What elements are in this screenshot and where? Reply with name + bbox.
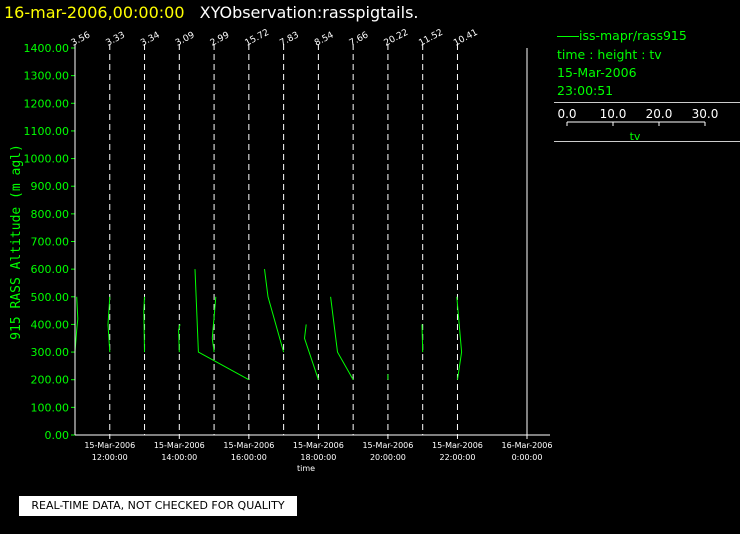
legend-scale-tick-label: 20.0 — [646, 107, 673, 121]
y-tick-label: 1400.00 — [24, 42, 70, 55]
legend-mapping: time : height : tv — [557, 47, 662, 62]
title-observation: XYObservation:rasspigtails. — [199, 3, 419, 22]
x-tick-date: 15-Mar-2006 — [362, 441, 413, 450]
profile-trace — [264, 269, 285, 353]
x-tick-date: 15-Mar-2006 — [154, 441, 205, 450]
profile-trace — [74, 296, 79, 353]
x-tick-time: 16:00:00 — [231, 453, 267, 462]
quality-note: REAL-TIME DATA, NOT CHECKED FOR QUALITY — [19, 496, 297, 516]
x-tick-date: 16-Mar-2006 — [502, 441, 553, 450]
y-tick-label: 1000.00 — [24, 153, 70, 166]
profile-label: 3.56 — [70, 30, 93, 48]
y-tick-label: 700.00 — [31, 236, 70, 249]
profile-trace — [107, 296, 111, 353]
profile-label: 10.41 — [452, 28, 479, 49]
legend-scale-tick-label: 10.0 — [600, 107, 627, 121]
y-tick-label: 900.00 — [31, 180, 70, 193]
x-tick-time: 12:00:00 — [92, 453, 128, 462]
profile-trace — [456, 296, 463, 380]
legend-divider-bottom — [554, 141, 740, 142]
x-tick-time: 22:00:00 — [439, 453, 475, 462]
legend-scale: 0.0 10.0 20.0 30.0 tv — [557, 107, 719, 143]
x-tick-date: 15-Mar-2006 — [84, 441, 135, 450]
x-tick-time: 18:00:00 — [300, 453, 336, 462]
y-tick-label: 400.00 — [31, 318, 70, 331]
profile-label: 8.54 — [313, 30, 336, 48]
legend-scale-tick-label: 30.0 — [692, 107, 719, 121]
y-tick-label: 600.00 — [31, 263, 70, 276]
legend-time: 23:00:51 — [557, 83, 614, 98]
profile-trace — [303, 324, 319, 380]
profile-trace — [194, 269, 250, 381]
x-tick-time: 14:00:00 — [161, 453, 197, 462]
x-tick-date: 15-Mar-2006 — [432, 441, 483, 450]
legend-swatch — [557, 36, 579, 37]
profile-trace — [178, 324, 181, 353]
profile-label: 11.52 — [417, 28, 444, 49]
profile-trace — [421, 324, 424, 353]
x-tick-time: 20:00:00 — [370, 453, 406, 462]
profile-trace — [330, 296, 354, 380]
y-tick-label: 1100.00 — [24, 125, 70, 138]
profile-label: 3.09 — [174, 30, 197, 48]
y-tick-label: 500.00 — [31, 291, 70, 304]
x-axis-label: time — [297, 464, 315, 473]
legend-divider — [554, 102, 740, 103]
profile-trace — [211, 296, 217, 353]
y-tick-label: 100.00 — [31, 401, 70, 414]
y-tick-label: 300.00 — [31, 346, 70, 359]
profile-label: 3.33 — [104, 30, 126, 48]
y-tick-label: 1200.00 — [24, 97, 70, 110]
profile-trace — [143, 296, 145, 353]
x-tick-date: 15-Mar-2006 — [223, 441, 274, 450]
chart-title: 16-mar-2006,00:00:00 XYObservation:rassp… — [4, 3, 419, 22]
y-tick-label: 200.00 — [31, 374, 70, 387]
legend-date: 15-Mar-2006 — [557, 65, 637, 80]
x-tick-time: 0:00:00 — [512, 453, 543, 462]
legend-series-label: iss-mapr/rass915 — [579, 28, 687, 43]
profile-label: 7.66 — [348, 30, 371, 48]
profile-label: 3.34 — [139, 30, 162, 48]
legend-scale-tick-label: 0.0 — [557, 107, 576, 121]
profile-label: 15.72 — [244, 28, 271, 49]
y-tick-label: 800.00 — [31, 208, 70, 221]
profile-label: 20.22 — [383, 28, 410, 49]
title-date: 16-mar-2006,00:00:00 — [4, 3, 185, 22]
legend-series: iss-mapr/rass915 — [557, 28, 687, 43]
profile-label: 2.99 — [209, 30, 232, 48]
profile-label: 7.83 — [278, 30, 300, 48]
legend-scale-label: tv — [630, 130, 641, 143]
y-tick-label: 0.00 — [45, 429, 70, 442]
x-tick-date: 15-Mar-2006 — [293, 441, 344, 450]
y-tick-label: 1300.00 — [24, 70, 70, 83]
y-axis-label: 915 RASS Altitude (m agl) — [9, 144, 24, 340]
